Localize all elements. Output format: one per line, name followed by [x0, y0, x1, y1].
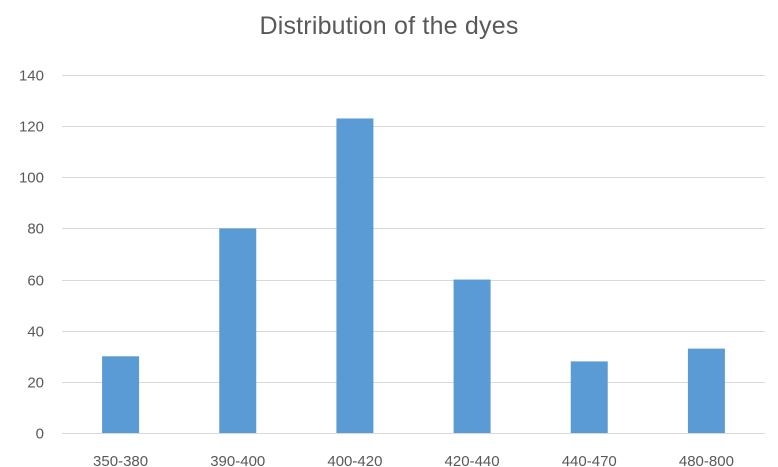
y-tick-label: 100 [19, 170, 44, 187]
bar [453, 279, 491, 433]
x-tick-label: 420-440 [445, 453, 500, 467]
x-tick-label: 390-400 [210, 453, 265, 467]
x-tick-label: 440-470 [562, 453, 617, 467]
chart-title: Distribution of the dyes [259, 12, 519, 40]
y-tick-label: 40 [27, 324, 44, 341]
y-tick-label: 0 [36, 426, 44, 443]
y-axis-ticks: 0 20 40 60 80 100 120 140 [19, 68, 44, 443]
x-axis-ticks: 350-380 390-400 400-420 420-440 440-470 480-8… [93, 453, 734, 467]
bars [102, 118, 725, 433]
bar [336, 118, 374, 433]
bar [102, 356, 140, 433]
y-tick-label: 140 [19, 68, 44, 85]
bar [687, 348, 725, 433]
y-tick-label: 20 [27, 375, 44, 392]
x-tick-label: 350-380 [93, 453, 148, 467]
bar [570, 361, 608, 433]
y-tick-label: 60 [27, 273, 44, 290]
gridlines [62, 75, 765, 434]
y-tick-label: 80 [27, 221, 44, 238]
bar [219, 228, 257, 433]
y-tick-label: 120 [19, 119, 44, 136]
x-tick-label: 400-420 [327, 453, 382, 467]
x-tick-label: 480-800 [679, 453, 734, 467]
